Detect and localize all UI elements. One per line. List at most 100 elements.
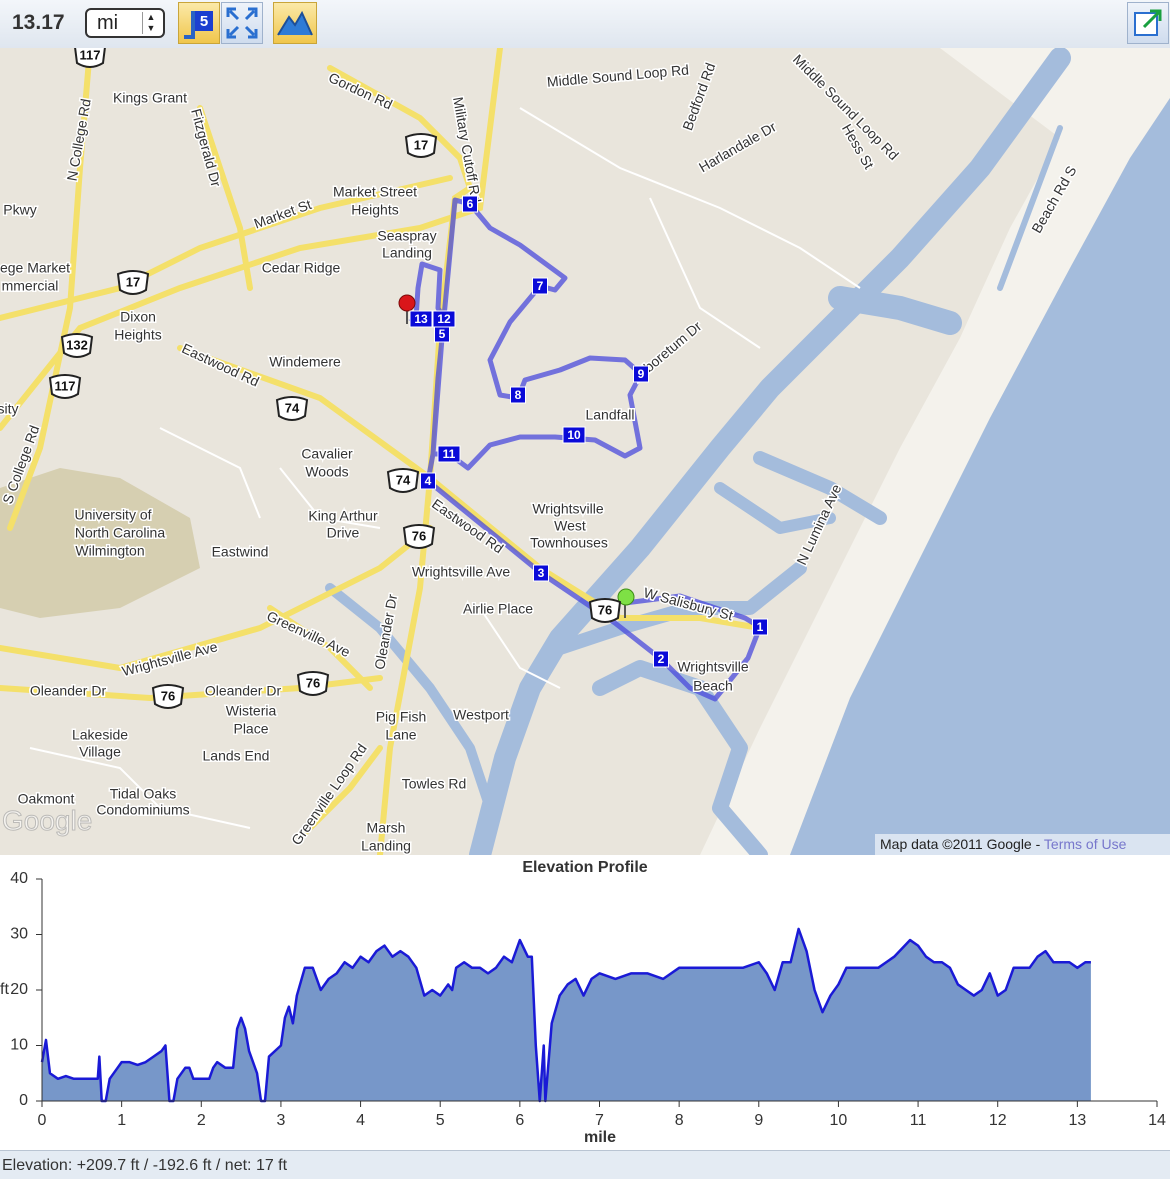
x-tick-label: 8 (675, 1112, 684, 1129)
map-label: Market Street (333, 184, 417, 200)
shield-number: 17 (414, 137, 428, 152)
marker-label: 11 (443, 447, 456, 461)
x-tick-label: 7 (595, 1112, 604, 1129)
map-label: Woods (305, 464, 348, 480)
map-label: Condominiums (96, 802, 189, 818)
distance: 13.17 (12, 11, 65, 34)
x-tick-label: 3 (276, 1112, 285, 1129)
ocean (790, 98, 1170, 855)
marker-box (420, 472, 436, 490)
sound-water (325, 48, 1071, 855)
map-label: mmercial (2, 278, 59, 294)
shield-shape (386, 468, 420, 493)
map-label: Landing (361, 838, 411, 854)
route-marker: 4 (420, 472, 436, 490)
elevation-button[interactable] (273, 2, 317, 44)
map-label: Oleander Dr (205, 683, 282, 699)
marker-label: 13 (414, 312, 428, 326)
marker-label: 10 (567, 428, 581, 442)
select-arrows: ▲ ▼ (142, 12, 159, 34)
external-icon (1134, 9, 1162, 36)
marker-box (510, 386, 526, 404)
map-label: Wrightsville Ave (412, 564, 511, 580)
marker-box (562, 426, 586, 444)
highway-shield: 117 (74, 48, 106, 68)
x-tick-label: 6 (515, 1112, 524, 1129)
marker-label: 4 (425, 474, 432, 488)
map-label: Cavalier (301, 446, 353, 462)
shield-shape (588, 598, 622, 623)
x-axis-label: mile (584, 1129, 616, 1146)
map-label: Village (79, 744, 121, 760)
x-tick-label: 4 (356, 1112, 365, 1129)
marker-box (432, 310, 456, 328)
map-label: Cedar Ridge (262, 260, 341, 276)
highway-shield: 76 (151, 684, 185, 709)
fullscreen-icon (226, 7, 258, 39)
map-label: Wrightsville (677, 659, 749, 675)
map-label: ege Market (0, 260, 70, 276)
x-tick-label: 14 (1148, 1112, 1166, 1129)
shield-number: 132 (66, 337, 88, 352)
map-label: Beach (693, 678, 733, 694)
route-marker: 2 (653, 650, 669, 668)
map-label: Oleander Dr (30, 683, 107, 699)
map-label: Eastwind (212, 544, 269, 560)
y-axis-label: ft (0, 981, 9, 998)
map-label: Dixon (120, 309, 156, 325)
unit-select[interactable]: mi ▲ ▼ (85, 8, 165, 38)
marker-label: 9 (638, 367, 645, 381)
shield-shape (402, 524, 436, 549)
terms-link[interactable]: Terms of Use (1044, 836, 1127, 852)
map-label: Pkwy (3, 202, 36, 218)
x-tick-label: 10 (830, 1112, 848, 1129)
route-marker: 5 (434, 325, 450, 343)
map-label: Wisteria (226, 703, 277, 719)
map-label: Lands End (203, 748, 270, 764)
map-label: Seaspray (377, 228, 436, 244)
marker-label: 5 (439, 327, 446, 341)
map-label: University of (74, 507, 151, 523)
x-tick-label: 0 (38, 1112, 47, 1129)
fullscreen-button[interactable] (221, 2, 263, 44)
map-label: North Carolina (75, 525, 165, 541)
map-label: Place (233, 721, 268, 737)
minor-roads (29, 107, 861, 829)
y-tick-label: 20 (10, 981, 28, 998)
shield-shape (74, 48, 106, 68)
map-label: sity (0, 401, 19, 417)
open-external-button[interactable] (1127, 2, 1169, 44)
x-tick-label: 2 (197, 1112, 206, 1129)
route-button[interactable]: 5 (178, 2, 220, 44)
route-marker: 12 (432, 310, 456, 328)
highway-shield: 17 (404, 133, 438, 158)
unit-value: mi (97, 12, 119, 34)
marker-box (437, 445, 461, 463)
map-label: West (554, 518, 586, 534)
highway-shield: 132 (60, 333, 94, 358)
route-marker: 9 (633, 365, 649, 383)
route-marker: 11 (437, 445, 461, 463)
highway-shield: 76 (588, 598, 622, 623)
shield-number: 74 (396, 472, 411, 487)
area-line (40, 927, 1091, 1103)
marker-box (633, 365, 649, 383)
shield-shape (60, 333, 94, 358)
marker-box (532, 277, 548, 295)
x-tick-label: 13 (1068, 1112, 1086, 1129)
map-label: Marsh (367, 820, 406, 836)
shield-number: 17 (126, 274, 140, 289)
shield-shape (116, 270, 150, 295)
map-label: Pig Fish (376, 709, 427, 725)
map-label: Landing (382, 245, 432, 261)
route-marker: 10 (562, 426, 586, 444)
map-label: Wilmington (75, 543, 144, 559)
campus (0, 468, 200, 618)
map-label: Oakmont (18, 791, 75, 807)
marker-box (653, 650, 669, 668)
marker-label: 8 (515, 388, 522, 402)
route-marker: 6 (462, 195, 478, 213)
